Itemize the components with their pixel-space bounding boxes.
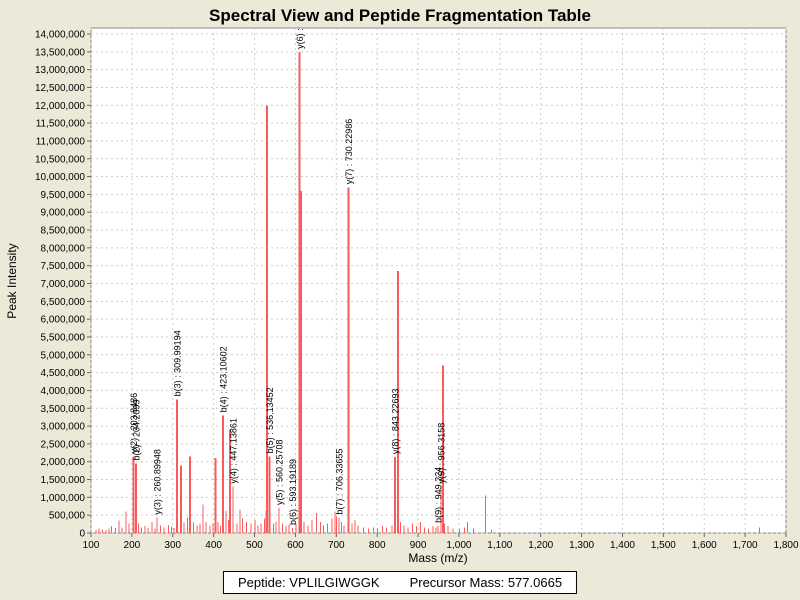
- svg-text:500,000: 500,000: [49, 511, 86, 522]
- precursor-mass-label: Precursor Mass: 577.0665: [409, 575, 563, 590]
- svg-text:3,000,000: 3,000,000: [41, 422, 86, 433]
- svg-text:4,500,000: 4,500,000: [41, 368, 86, 379]
- svg-text:11,000,000: 11,000,000: [36, 136, 86, 147]
- svg-text:10,000,000: 10,000,000: [35, 172, 85, 183]
- svg-text:9,500,000: 9,500,000: [41, 190, 86, 201]
- svg-text:11,500,000: 11,500,000: [36, 119, 86, 130]
- svg-text:14,000,000: 14,000,000: [35, 30, 85, 41]
- fragment-label: y(5) : 560.25708: [275, 440, 285, 506]
- y-tick-labels: 0 500,000 1,000,000 1,500,000 2,000,000 2,500…: [35, 30, 86, 540]
- svg-text:1,300: 1,300: [569, 540, 594, 551]
- svg-text:1,000,000: 1,000,000: [41, 493, 86, 504]
- svg-text:400: 400: [205, 540, 222, 551]
- svg-text:5,000,000: 5,000,000: [41, 350, 86, 361]
- svg-text:1,500: 1,500: [651, 540, 676, 551]
- svg-text:7,000,000: 7,000,000: [41, 279, 86, 290]
- svg-text:0: 0: [79, 529, 85, 540]
- axis-ticks: [87, 33, 787, 537]
- svg-text:12,000,000: 12,000,000: [35, 101, 85, 112]
- spectrum-chart[interactable]: 100 200 300 400 500 600 700 800 900 1,000 1,100 1,2…: [0, 0, 800, 568]
- chart-title: Spectral View and Peptide Fragmentation …: [209, 6, 591, 25]
- svg-text:9,000,000: 9,000,000: [41, 208, 86, 219]
- fragment-label: b(4) : 423.10602: [219, 346, 229, 412]
- svg-text:300: 300: [164, 540, 181, 551]
- svg-text:5,500,000: 5,500,000: [41, 332, 86, 343]
- fragment-label: y(6) :: [295, 28, 305, 49]
- svg-text:1,600: 1,600: [692, 540, 717, 551]
- svg-text:800: 800: [369, 540, 386, 551]
- svg-text:1,500,000: 1,500,000: [41, 475, 86, 486]
- x-axis-title: Mass (m/z): [408, 551, 467, 565]
- svg-text:200: 200: [124, 540, 141, 551]
- svg-text:3,500,000: 3,500,000: [41, 404, 86, 415]
- svg-text:600: 600: [287, 540, 304, 551]
- plot-area[interactable]: [90, 27, 787, 534]
- svg-text:6,000,000: 6,000,000: [41, 315, 86, 326]
- svg-text:4,000,000: 4,000,000: [41, 386, 86, 397]
- svg-text:1,000: 1,000: [446, 540, 471, 551]
- fragment-label: b(7) : 706.33655: [334, 449, 344, 515]
- svg-text:900: 900: [410, 540, 427, 551]
- svg-text:100: 100: [83, 540, 100, 551]
- svg-text:8,000,000: 8,000,000: [41, 243, 86, 254]
- svg-text:500: 500: [246, 540, 263, 551]
- fragment-label: y(8) : 843.22693: [390, 389, 400, 455]
- fragment-label: y(9) : 956.3158: [437, 423, 447, 484]
- svg-text:1,700: 1,700: [733, 540, 758, 551]
- gridlines: [90, 28, 787, 534]
- svg-text:700: 700: [328, 540, 345, 551]
- svg-text:10,500,000: 10,500,000: [35, 154, 85, 165]
- svg-text:12,500,000: 12,500,000: [35, 83, 85, 94]
- fragment-label: y(4) : 447.13861: [228, 418, 238, 484]
- svg-text:1,800: 1,800: [773, 540, 798, 551]
- fragment-label: b(6) : 593.19189: [288, 459, 298, 525]
- svg-text:1,200: 1,200: [528, 540, 553, 551]
- fragment-label: b(5) : 536.13452: [265, 387, 275, 453]
- svg-text:2,000,000: 2,000,000: [41, 457, 86, 468]
- svg-text:8,500,000: 8,500,000: [41, 226, 86, 237]
- svg-text:13,000,000: 13,000,000: [35, 65, 85, 76]
- fragment-label: y(7) : 730.22986: [344, 119, 354, 185]
- fragment-label: b(2) : 204.2099: [131, 399, 141, 460]
- peptide-info-box: Peptide: VPLILGIWGGK Precursor Mass: 577.…: [222, 571, 578, 594]
- svg-text:6,500,000: 6,500,000: [41, 297, 86, 308]
- fragment-label: b(3) : 309.99194: [172, 330, 182, 396]
- fragment-label: y(3) : 260.89948: [152, 449, 162, 515]
- fragment-label: b(9) : 949.224: [434, 467, 444, 523]
- svg-text:2,500,000: 2,500,000: [41, 439, 86, 450]
- y-axis-title: Peak Intensity: [5, 243, 19, 318]
- x-tick-labels: 100 200 300 400 500 600 700 800 900 1,000 1,100 1,2…: [83, 540, 799, 551]
- fragment-label: y(2) : 203.8486: [129, 393, 139, 454]
- peptide-label: Peptide: VPLILGIWGGK: [237, 575, 380, 590]
- svg-text:1,400: 1,400: [610, 540, 635, 551]
- svg-text:1,100: 1,100: [487, 540, 512, 551]
- svg-text:13,500,000: 13,500,000: [35, 47, 85, 58]
- spectrum-peaks: [95, 51, 760, 533]
- peptide-info-bar: Peptide: VPLILGIWGGK Precursor Mass: 577.…: [0, 568, 800, 600]
- svg-text:7,500,000: 7,500,000: [41, 261, 86, 272]
